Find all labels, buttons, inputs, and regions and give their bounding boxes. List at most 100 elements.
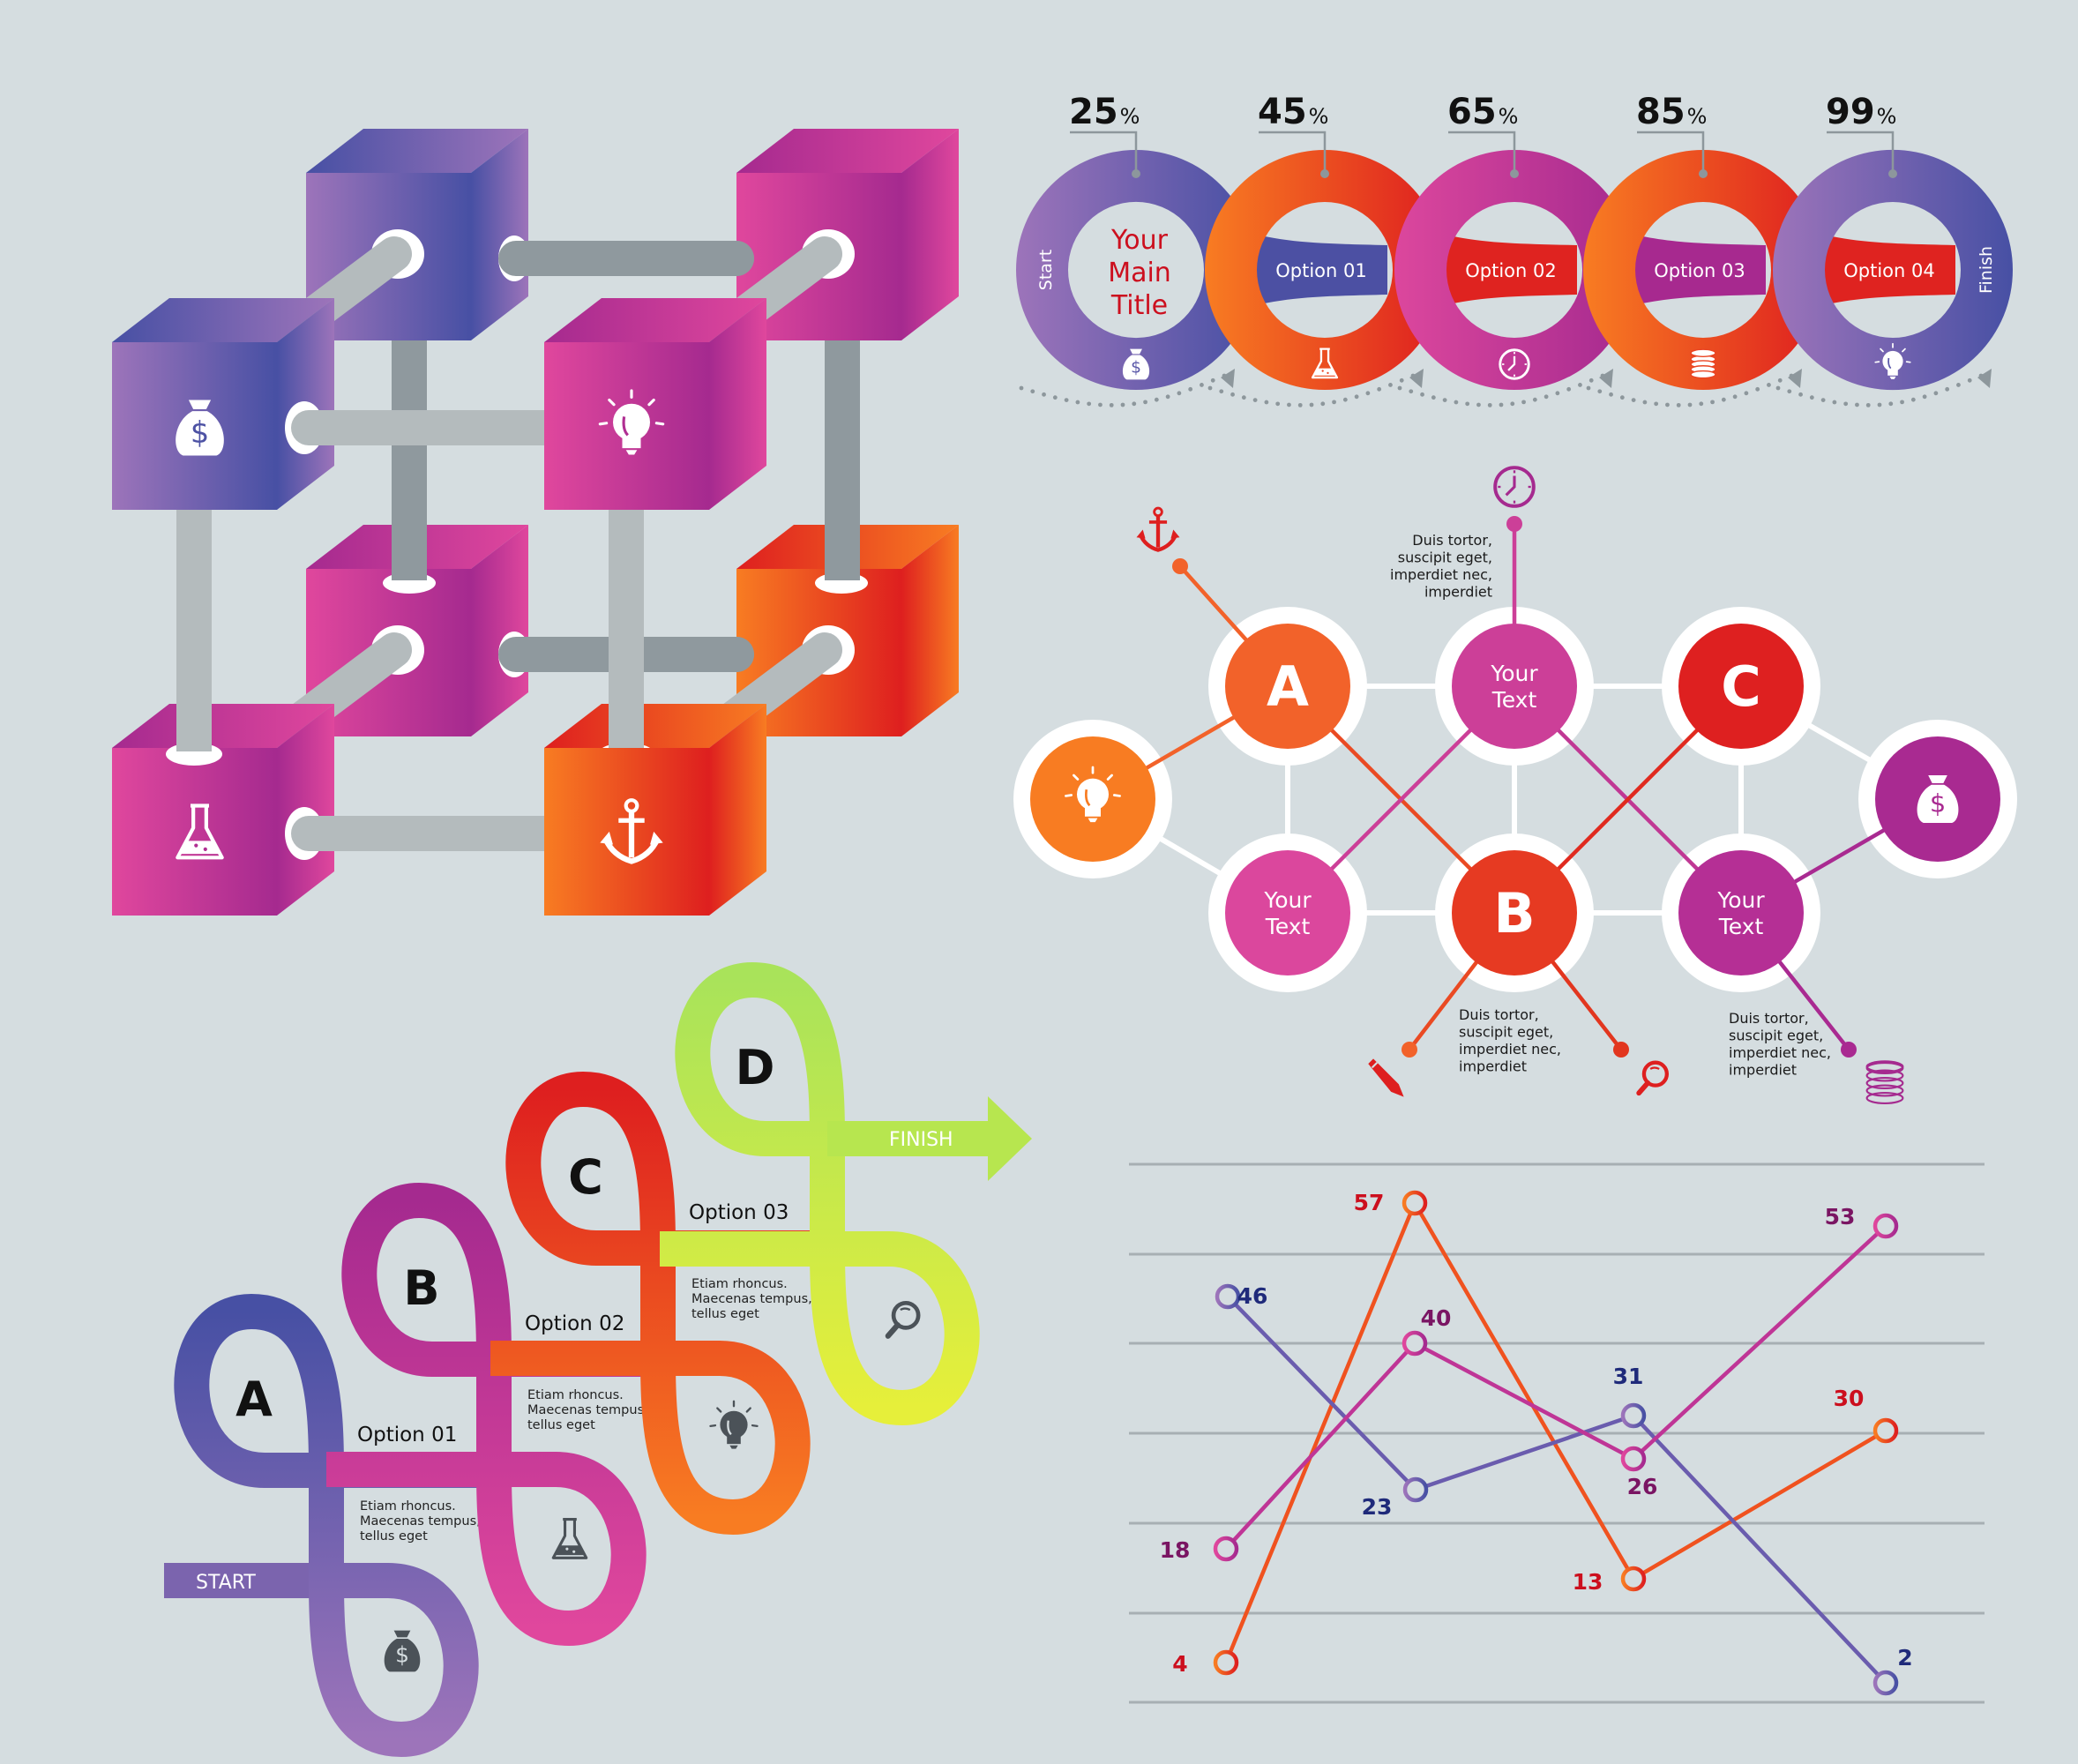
main-title-line: Title [1110,290,1168,321]
data-point[interactable] [1620,1402,1647,1429]
network-node-A[interactable]: A [1225,624,1350,749]
data-point[interactable] [1872,1417,1899,1444]
data-label: 18 [1160,1537,1191,1563]
flask-icon [176,804,224,860]
anchor-icon [600,798,663,864]
note-text: Duis tortor, [1459,1006,1539,1023]
note-text: tellus eget [360,1529,428,1544]
series-3: 18 40 26 53 [1160,1204,1899,1563]
data-point[interactable] [1872,1213,1899,1239]
percent-label: 25% [1069,92,1140,132]
data-point[interactable] [1402,1476,1429,1503]
network-node-B[interactable]: B [1452,850,1577,975]
percent-label: 65% [1447,92,1518,132]
loop-step-D[interactable]: D [660,962,995,1425]
lightbulb-icon [1874,342,1911,379]
magnifier-icon [885,1300,921,1339]
pencil-icon [1368,1058,1404,1097]
loop-path [490,1072,826,1535]
line-chart: 4 57 13 30 46 23 31 2 18 40 26 53 [1129,1162,1985,1704]
node-text: Text [1491,687,1537,713]
connector-dot [1172,558,1188,574]
connector-dot [1613,1042,1629,1058]
loop-step-A[interactable]: A Option 01 Etiam rhoncus.Maecenas tempus,… [174,1294,494,1757]
dotted-arrow-icon [1586,369,1802,407]
svg-text:$: $ [395,1641,409,1667]
note-text: tellus eget [527,1418,595,1432]
magnifier-icon [1636,1060,1669,1096]
data-label: 30 [1834,1386,1865,1411]
node-text: Text [1265,914,1311,939]
note-text: imperdiet [1729,1062,1797,1079]
option-label: Option 04 [1843,260,1934,281]
ring-step-4 [1583,150,1955,390]
data-label: 13 [1573,1569,1603,1595]
leader-line [1259,131,1327,172]
option-label: Option 02 [525,1312,624,1335]
connector-dot [1506,516,1522,532]
data-point[interactable] [1213,1536,1239,1562]
ring-chain-diagram: 25% $45% Option 01 65% Option 02 85% Option 03… [1016,92,2013,407]
option-label: Option 03 [689,1201,789,1224]
cube-back-bottom-right [736,525,959,736]
option-label: Option 03 [1654,260,1745,281]
data-point[interactable] [1872,1670,1899,1696]
money-bag-icon: $ [1122,348,1150,380]
data-point[interactable] [1402,1190,1428,1216]
coins-icon [1690,348,1716,379]
anchor-icon [1136,506,1180,552]
option-label: Option 01 [357,1424,457,1446]
data-point[interactable] [1620,1446,1647,1472]
network-node-C[interactable]: C [1678,624,1804,749]
start-label: START [196,1572,256,1594]
lightbulb-icon [709,1400,759,1449]
leader-line [1070,131,1138,172]
series-line [1226,1295,1887,1685]
percent-label: 85% [1636,92,1707,132]
note-text: imperdiet [1424,584,1492,601]
note-text: suscipit eget, [1459,1024,1553,1041]
finish-label: Finish [1977,246,1996,294]
node-text: Your [1263,887,1312,913]
finish-label: FINISH [889,1129,953,1151]
connector-dot [1402,1042,1417,1058]
note-text: imperdiet [1459,1058,1527,1075]
connector-band [1230,228,1387,312]
connector-band [1797,228,1955,312]
loop-letter: B [403,1260,439,1316]
note-text: Duis tortor, [1412,532,1492,549]
network-node-bulb[interactable] [1030,736,1155,862]
lightbulb-icon [1065,766,1121,823]
network-node-money[interactable]: $ [1875,736,2000,862]
note-text: imperdiet nec, [1390,566,1492,583]
data-label: 40 [1421,1305,1452,1331]
dotted-arrow-icon [1775,369,1992,407]
dotted-arrow-icon [1019,369,1235,407]
series-1: 4 57 13 30 [1172,1190,1899,1677]
flask-icon [551,1518,588,1559]
data-label: 31 [1613,1364,1644,1389]
data-point[interactable] [1402,1330,1428,1357]
data-point[interactable] [1620,1566,1647,1592]
clock-icon [1499,348,1530,380]
data-point[interactable] [1213,1649,1239,1676]
loop-path [326,1183,662,1646]
data-point[interactable] [1215,1283,1241,1310]
connector-band [1418,228,1577,312]
note-text: tellus eget [691,1307,759,1321]
main-title-line: Your [1110,225,1169,256]
cube-lattice-diagram: $ [112,129,959,916]
data-label: 53 [1825,1204,1856,1230]
money-bag-icon: $ [176,400,224,456]
loop-path [174,1294,494,1757]
loop-path [660,962,995,1425]
note-text: Etiam rhoncus. [527,1388,624,1402]
percent-label: 99% [1826,92,1896,132]
svg-text:$: $ [1930,788,1946,818]
